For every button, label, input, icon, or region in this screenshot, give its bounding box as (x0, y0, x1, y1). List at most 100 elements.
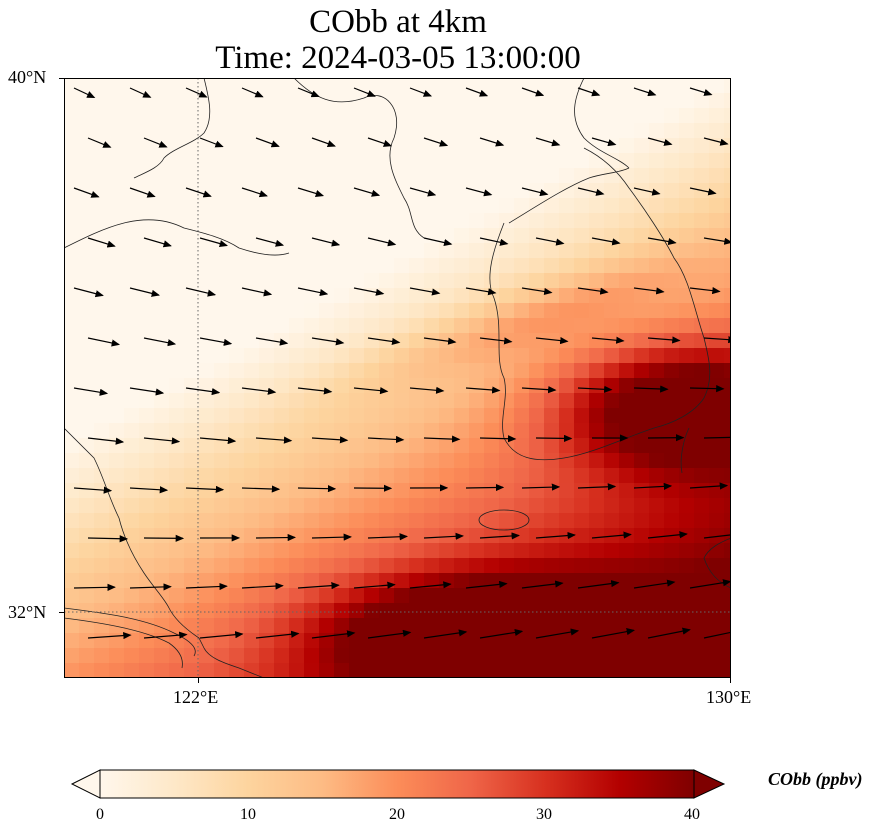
field-cell (124, 648, 140, 664)
field-cell (214, 288, 230, 304)
field-cell (334, 78, 350, 94)
field-cell (409, 363, 425, 379)
wind-arrow (199, 631, 244, 639)
field-cell (199, 618, 215, 634)
field-cell (409, 228, 425, 244)
field-cell (409, 543, 425, 559)
field-cell (664, 273, 680, 289)
field-cell (574, 558, 590, 574)
field-cell (184, 303, 200, 319)
field-cell (484, 378, 500, 394)
field-cell (484, 618, 500, 634)
field-cell (214, 123, 230, 139)
field-cell (649, 648, 665, 664)
field-cell (334, 543, 350, 559)
field-cell (364, 183, 380, 199)
field-cell (154, 138, 170, 154)
field-cell (469, 288, 485, 304)
field-cell (229, 303, 245, 319)
field-cell (259, 558, 275, 574)
field-cell (124, 228, 140, 244)
field-cell (679, 258, 695, 274)
field-cell (244, 258, 260, 274)
field-cell (319, 108, 335, 124)
field-cell (544, 603, 560, 619)
field-cell (694, 543, 710, 559)
field-cell (649, 663, 665, 678)
field-cell (244, 168, 260, 184)
field-cell (709, 573, 725, 589)
field-cell (604, 543, 620, 559)
field-cell (214, 348, 230, 364)
field-cell (109, 288, 125, 304)
field-cell (709, 498, 725, 514)
field-cell (139, 633, 155, 649)
field-cell (529, 108, 545, 124)
field-cell (184, 633, 200, 649)
field-cell (364, 378, 380, 394)
field-cell (184, 243, 200, 259)
field-cell (574, 183, 590, 199)
field-cell (724, 408, 731, 424)
field-cell (289, 648, 305, 664)
field-cell (664, 543, 680, 559)
wind-arrow (479, 237, 509, 246)
field-cell (574, 513, 590, 529)
field-cell (664, 663, 680, 678)
field-cell (634, 78, 650, 94)
field-cell (304, 498, 320, 514)
field-cell (394, 93, 410, 109)
wind-arrow (129, 87, 152, 98)
field-cell (94, 108, 110, 124)
field-cell (619, 318, 635, 334)
field-cell (439, 648, 455, 664)
field-cell (259, 543, 275, 559)
field-cell (634, 348, 650, 364)
wind-arrow (465, 287, 497, 296)
field-cell (559, 483, 575, 499)
field-cell (79, 93, 95, 109)
field-cell (559, 663, 575, 678)
field-cell (469, 558, 485, 574)
wind-arrow (521, 483, 561, 491)
field-cell (109, 333, 125, 349)
field-cell (469, 123, 485, 139)
wind-arrow (633, 385, 669, 393)
field-cell (709, 318, 725, 334)
wind-arrow (353, 187, 381, 197)
field-cell (64, 168, 80, 184)
field-cell (649, 618, 665, 634)
field-cell (574, 123, 590, 139)
field-cell (319, 408, 335, 424)
field-cell (394, 363, 410, 379)
field-cell (94, 513, 110, 529)
field-cell (274, 228, 290, 244)
field-cell (349, 498, 365, 514)
field-cell (109, 273, 125, 289)
field-cell (589, 588, 605, 604)
field-cell (304, 453, 320, 469)
field-cell (139, 258, 155, 274)
field-cell (514, 93, 530, 109)
field-cell (589, 558, 605, 574)
wind-arrow (199, 436, 237, 445)
field-cell (424, 573, 440, 589)
wind-arrow (311, 533, 353, 541)
field-cell (409, 168, 425, 184)
field-cell (124, 333, 140, 349)
field-cell (469, 603, 485, 619)
wind-arrow (367, 435, 405, 444)
field-cell (649, 603, 665, 619)
field-cell (589, 393, 605, 409)
wind-arrow (703, 237, 731, 245)
wind-arrow (367, 137, 393, 147)
field-cell (169, 573, 185, 589)
field-cell (349, 513, 365, 529)
field-cell (424, 528, 440, 544)
field-cell (484, 333, 500, 349)
field-cell (604, 258, 620, 274)
field-cell (289, 453, 305, 469)
shandong-coastline (64, 219, 290, 256)
field-cell (424, 318, 440, 334)
field-cell (394, 138, 410, 154)
